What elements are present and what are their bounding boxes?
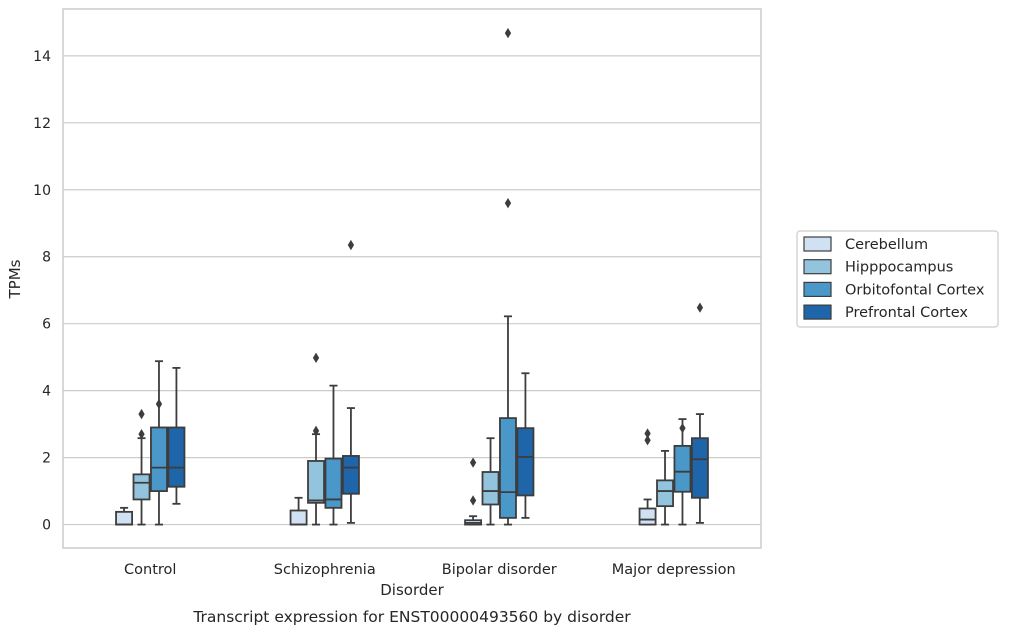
box-plot [673, 418, 692, 526]
y-tick-label: 12 [33, 116, 51, 132]
plot-frame [62, 8, 762, 549]
legend-label: Cerebellum [845, 237, 928, 253]
box [115, 510, 134, 526]
y-tick-label: 4 [42, 384, 51, 400]
outlier-point [469, 457, 477, 468]
box-plot [289, 496, 308, 526]
outlier-point [138, 408, 145, 420]
legend-item: Cerebellum [803, 236, 928, 253]
y-tick-label: 2 [42, 451, 51, 467]
legend-swatch [803, 236, 832, 252]
outlier-point [644, 428, 651, 439]
outlier-point [155, 398, 163, 410]
box [499, 417, 517, 519]
box [132, 473, 151, 501]
y-tick-label: 0 [42, 518, 51, 534]
box [516, 427, 535, 497]
box-plot [690, 302, 709, 524]
legend-item: Orbitofontal Cortex [803, 281, 985, 298]
box [638, 507, 657, 526]
legend-label: Orbitofontal Cortex [845, 282, 985, 298]
legend-swatch [803, 281, 832, 297]
x-axis-label: Disorder [380, 581, 444, 599]
outlier-point [312, 425, 320, 437]
box-plot [464, 457, 483, 526]
box-plot [481, 437, 500, 526]
box-plot [638, 428, 657, 526]
legend-item: Prefrontal Cortex [803, 304, 968, 321]
box-plot [307, 352, 325, 526]
box-plots [115, 27, 709, 526]
box-plot [132, 408, 151, 526]
x-tick-label: Control [124, 562, 176, 578]
outlier-point [347, 239, 355, 251]
box [307, 460, 325, 504]
box-plot [150, 360, 168, 526]
box-plot [167, 366, 186, 505]
chart-caption: Transcript expression for ENST0000049356… [192, 608, 631, 626]
legend: Cerebellum Hipppocampus Orbitofontal Corte… [796, 230, 999, 328]
y-axis-label: TPMs [6, 259, 24, 299]
legend-item: Hipppocampus [803, 259, 953, 276]
outlier-point [312, 352, 320, 364]
x-tick-label: Bipolar disorder [442, 562, 557, 578]
y-tick-label: 6 [42, 317, 51, 333]
x-tick-label: Major depression [612, 562, 736, 578]
y-tick-labels: 0 2 4 6 8 10 12 14 [33, 49, 51, 534]
box [324, 457, 343, 509]
outlier-point [138, 428, 145, 440]
y-tick-label: 10 [33, 183, 51, 199]
outlier-point [679, 422, 686, 434]
outlier-point [644, 435, 651, 446]
box-plot [499, 27, 517, 526]
box [481, 471, 500, 506]
box-plot [341, 239, 360, 524]
box [341, 455, 360, 495]
box-plot [516, 372, 535, 519]
outlier-point [469, 495, 477, 506]
box-plot [115, 506, 134, 526]
box [167, 426, 186, 488]
outlier-point [504, 197, 512, 209]
box-plot [656, 450, 674, 526]
box-plot [324, 384, 343, 526]
x-tick-label: Schizophrenia [274, 562, 376, 578]
box [656, 479, 674, 508]
box [690, 437, 709, 499]
legend-swatch [803, 304, 832, 320]
outlier-point [696, 302, 704, 313]
y-tick-label: 8 [42, 250, 51, 266]
box [673, 444, 692, 493]
legend-label: Prefrontal Cortex [845, 305, 968, 321]
box [289, 509, 308, 526]
box [150, 426, 168, 492]
legend-swatch [803, 259, 832, 275]
legend-label: Hipppocampus [845, 260, 953, 276]
y-tick-label: 14 [33, 49, 51, 65]
x-tick-labels: Control Schizophrenia Bipolar disorder Majo… [124, 562, 736, 578]
outlier-point [504, 27, 512, 39]
legend-frame [796, 230, 999, 328]
